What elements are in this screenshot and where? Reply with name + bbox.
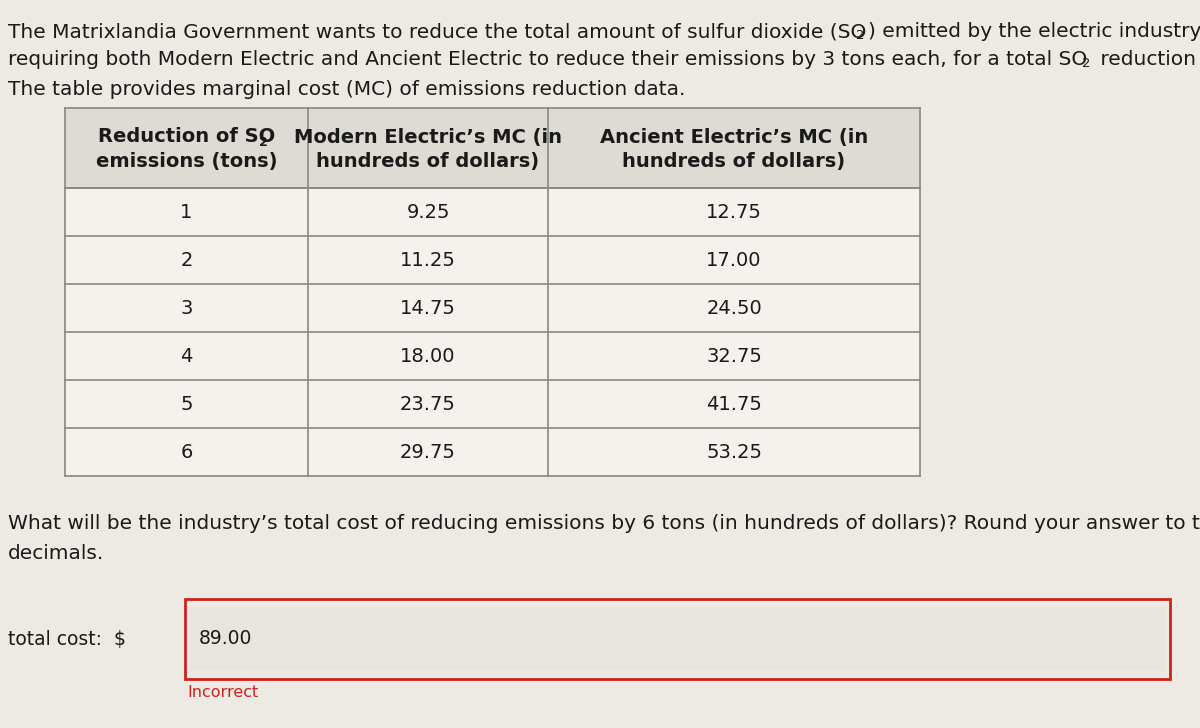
Text: 2: 2 <box>180 250 193 269</box>
Text: Modern Electric’s MC (in: Modern Electric’s MC (in <box>294 127 562 146</box>
Text: Incorrect: Incorrect <box>187 685 258 700</box>
Text: 24.50: 24.50 <box>706 298 762 317</box>
Text: 9.25: 9.25 <box>407 202 450 221</box>
Bar <box>65 108 920 188</box>
Text: 32.75: 32.75 <box>706 347 762 365</box>
Text: The table provides marginal cost (MC) of emissions reduction data.: The table provides marginal cost (MC) of… <box>8 80 685 99</box>
Text: 5: 5 <box>180 395 193 414</box>
Text: 29.75: 29.75 <box>400 443 456 462</box>
Text: Reduction of SO: Reduction of SO <box>98 127 275 146</box>
Text: 17.00: 17.00 <box>707 250 762 269</box>
Text: 4: 4 <box>180 347 193 365</box>
Text: decimals.: decimals. <box>8 544 104 563</box>
Text: 2: 2 <box>258 135 268 149</box>
Text: reduction of 6 tons.: reduction of 6 tons. <box>1094 50 1200 69</box>
Bar <box>190 607 1166 671</box>
Text: 89.00: 89.00 <box>199 630 252 649</box>
Text: 18.00: 18.00 <box>401 347 456 365</box>
Text: emissions (tons): emissions (tons) <box>96 152 277 172</box>
Text: 14.75: 14.75 <box>400 298 456 317</box>
Text: hundreds of dollars): hundreds of dollars) <box>317 152 540 172</box>
Text: 41.75: 41.75 <box>706 395 762 414</box>
Bar <box>65 108 920 476</box>
Text: 2: 2 <box>1082 57 1091 70</box>
Text: 12.75: 12.75 <box>706 202 762 221</box>
Text: 1: 1 <box>180 202 193 221</box>
Text: 23.75: 23.75 <box>400 395 456 414</box>
Text: requiring both Modern Electric and Ancient Electric to reduce their emissions by: requiring both Modern Electric and Ancie… <box>8 50 1087 69</box>
Text: What will be the industry’s total cost of reducing emissions by 6 tons (in hundr: What will be the industry’s total cost o… <box>8 514 1200 533</box>
Text: The Matrixlandia Government wants to reduce the total amount of sulfur dioxide (: The Matrixlandia Government wants to red… <box>8 22 866 41</box>
Text: 11.25: 11.25 <box>400 250 456 269</box>
Text: total cost:  $: total cost: $ <box>8 630 126 649</box>
Text: ) emitted by the electric industry by: ) emitted by the electric industry by <box>868 22 1200 41</box>
Text: 53.25: 53.25 <box>706 443 762 462</box>
Text: 3: 3 <box>180 298 193 317</box>
Text: hundreds of dollars): hundreds of dollars) <box>623 152 846 172</box>
Bar <box>185 599 1170 679</box>
Text: Ancient Electric’s MC (in: Ancient Electric’s MC (in <box>600 127 868 146</box>
Text: 2: 2 <box>856 29 864 42</box>
Text: 6: 6 <box>180 443 193 462</box>
